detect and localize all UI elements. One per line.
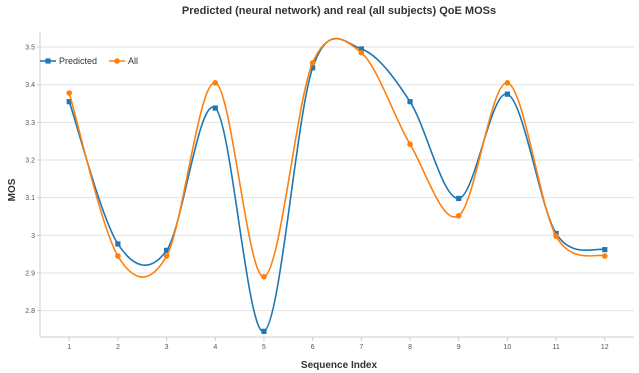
data-point bbox=[261, 328, 267, 334]
chart-title: Predicted (neural network) and real (all… bbox=[182, 5, 496, 17]
x-tick-label: 7 bbox=[359, 344, 363, 351]
data-point bbox=[504, 80, 511, 86]
legend-label: Predicted bbox=[59, 56, 97, 66]
data-point bbox=[310, 65, 316, 71]
data-point bbox=[309, 60, 316, 66]
data-point bbox=[358, 49, 365, 56]
data-point bbox=[163, 247, 170, 253]
data-point bbox=[66, 99, 72, 105]
x-tick-label: 10 bbox=[504, 344, 512, 351]
x-tick-label: 1 bbox=[67, 344, 71, 351]
data-point bbox=[407, 99, 413, 105]
data-point bbox=[212, 105, 218, 111]
data-point bbox=[455, 212, 462, 219]
data-point bbox=[553, 233, 559, 239]
y-tick-label: 3.2 bbox=[25, 158, 35, 165]
x-tick-label: 6 bbox=[311, 344, 315, 351]
data-point bbox=[261, 273, 267, 280]
x-tick-label: 3 bbox=[165, 344, 169, 351]
data-point bbox=[115, 241, 121, 247]
x-axis-label: Sequence Index bbox=[301, 360, 378, 371]
y-tick-label: 3.5 bbox=[25, 45, 35, 52]
x-tick-label: 2 bbox=[116, 344, 120, 351]
x-tick-label: 11 bbox=[552, 344, 559, 351]
y-tick-label: 2.8 bbox=[25, 308, 35, 315]
axes-layer: 2.82.933.13.23.33.43.51 2 3 4 5 6 7 8 9 10 11 12 bbox=[25, 32, 634, 351]
data-point bbox=[66, 90, 73, 96]
data-point bbox=[504, 91, 511, 97]
data-point bbox=[456, 195, 462, 202]
data-point bbox=[163, 253, 170, 259]
legend-marker bbox=[114, 58, 120, 64]
series-layer bbox=[66, 37, 608, 334]
grid-layer bbox=[40, 46, 634, 312]
legend-marker bbox=[45, 58, 51, 64]
data-point bbox=[601, 253, 608, 259]
series-line bbox=[68, 37, 606, 278]
y-axis-label: MOS bbox=[7, 178, 18, 201]
series-line bbox=[68, 37, 606, 333]
legend-item-all[interactable]: All bbox=[109, 56, 138, 66]
x-tick-label: 4 bbox=[213, 344, 217, 351]
x-tick-label: 9 bbox=[457, 344, 461, 351]
data-point bbox=[358, 46, 364, 52]
y-tick-label: 3.1 bbox=[25, 195, 35, 202]
x-tick-label: 8 bbox=[408, 344, 412, 351]
x-tick-label: 5 bbox=[262, 344, 266, 351]
series-predicted bbox=[66, 37, 608, 334]
data-point bbox=[115, 253, 121, 259]
y-tick-label: 3.3 bbox=[25, 120, 35, 127]
series-all bbox=[66, 37, 608, 280]
y-tick-label: 3 bbox=[31, 233, 35, 240]
x-tick-label: 12 bbox=[601, 344, 609, 351]
legend-label: All bbox=[128, 56, 138, 66]
legend-item-predicted[interactable]: Predicted bbox=[40, 56, 97, 66]
data-point bbox=[407, 141, 413, 148]
y-tick-label: 3.4 bbox=[25, 82, 35, 89]
y-tick-label: 2.9 bbox=[25, 270, 35, 277]
data-point bbox=[212, 80, 219, 86]
data-point bbox=[602, 247, 608, 253]
legend: Predicted All bbox=[40, 56, 138, 66]
